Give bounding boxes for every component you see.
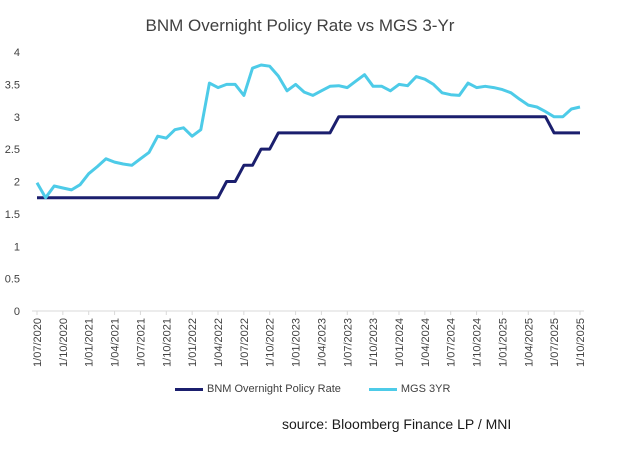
x-tick-label: 1/10/2025 (575, 318, 587, 367)
x-tick-label: 1/07/2024 (446, 318, 458, 367)
y-tick-label: 1 (14, 241, 20, 253)
x-tick-label: 1/04/2022 (213, 318, 225, 367)
x-tick-label: 1/10/2020 (58, 318, 70, 367)
x-tick-label: 1/07/2023 (342, 318, 354, 367)
x-tick-label: 1/10/2021 (161, 318, 173, 367)
y-tick-label: 4 (14, 47, 20, 59)
y-tick-label: 0 (14, 306, 20, 318)
x-tick-label: 1/04/2021 (110, 318, 122, 367)
chart-title: BNM Overnight Policy Rate vs MGS 3-Yr (145, 16, 455, 35)
y-tick-label: 2.5 (5, 144, 20, 156)
x-tick-label: 1/07/2020 (32, 318, 44, 367)
series-line-opr (37, 115, 580, 200)
x-tick-label: 1/10/2022 (265, 318, 277, 367)
legend-label-opr: BNM Overnight Policy Rate (207, 383, 341, 395)
x-tick-label: 1/07/2021 (135, 318, 147, 367)
y-tick-label: 1.5 (5, 209, 20, 221)
y-tick-label: 3.5 (5, 79, 20, 91)
x-tick-label: 1/04/2025 (523, 318, 535, 367)
legend-swatch-opr (175, 387, 203, 391)
y-tick-label: 3 (14, 112, 20, 124)
x-tick-label: 1/04/2023 (316, 318, 328, 367)
x-tick-label: 1/01/2025 (497, 318, 509, 367)
chart-plot-area: 0 0.5 1 1.5 2 2.5 3 3.5 4 1/07/2020 1/10/2020 1/01… (5, 47, 587, 367)
x-tick-label: 1/01/2021 (84, 318, 96, 367)
legend-item-mgs: MGS 3YR (368, 383, 451, 395)
legend: BNM Overnight Policy Rate MGS 3YR (175, 383, 478, 395)
legend-label-mgs: MGS 3YR (400, 383, 451, 395)
x-tick-label: 1/07/2022 (239, 318, 251, 367)
series-layer (35, 63, 581, 200)
x-tick-label: 1/07/2025 (549, 318, 561, 367)
x-tick-label: 1/01/2023 (291, 318, 303, 367)
legend-item-opr: BNM Overnight Policy Rate (175, 383, 341, 395)
y-tick-label: 0.5 (5, 274, 20, 286)
y-axis: 0 0.5 1 1.5 2 2.5 3 3.5 4 (5, 47, 20, 318)
x-tick-label: 1/10/2024 (472, 318, 484, 367)
x-tick-label: 1/10/2023 (368, 318, 380, 367)
source-note: source: Bloomberg Finance LP / MNI (282, 416, 512, 432)
x-tick-label: 1/04/2024 (420, 318, 432, 367)
x-tick-label: 1/01/2022 (187, 318, 199, 367)
legend-swatch-mgs (368, 387, 397, 391)
y-tick-label: 2 (14, 177, 20, 189)
x-tick-label: 1/01/2024 (394, 318, 406, 367)
x-axis: 1/07/2020 1/10/2020 1/01/2021 1/04/2021 1/07… (32, 311, 587, 367)
series-line-mgs (35, 63, 581, 200)
